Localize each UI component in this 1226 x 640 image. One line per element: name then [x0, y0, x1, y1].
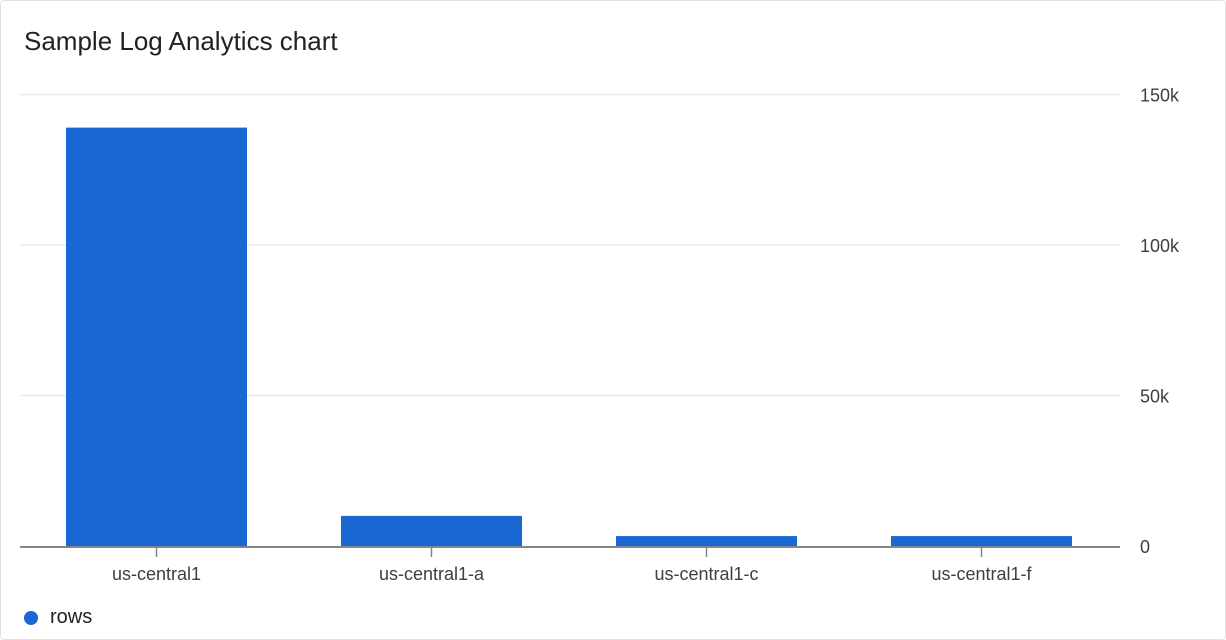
legend-label: rows	[50, 606, 93, 628]
y-tick-label: 0	[1140, 537, 1150, 557]
bar[interactable]	[616, 536, 797, 546]
x-tick-label: us-central1	[112, 564, 201, 584]
legend-swatch	[24, 610, 38, 625]
bar[interactable]	[66, 127, 247, 547]
y-tick-label: 50k	[1140, 387, 1170, 407]
bar[interactable]	[341, 515, 522, 546]
bar[interactable]	[891, 536, 1072, 546]
chart-title: Sample Log Analytics chart	[24, 26, 338, 56]
legend[interactable]: rows	[24, 606, 92, 629]
y-tick-label: 100k	[1140, 236, 1180, 256]
x-tick-label: us-central1-c	[654, 564, 758, 584]
x-tick-label: us-central1-f	[931, 564, 1032, 584]
y-tick-label: 150k	[1140, 86, 1180, 106]
x-tick-label: us-central1-a	[379, 564, 485, 584]
